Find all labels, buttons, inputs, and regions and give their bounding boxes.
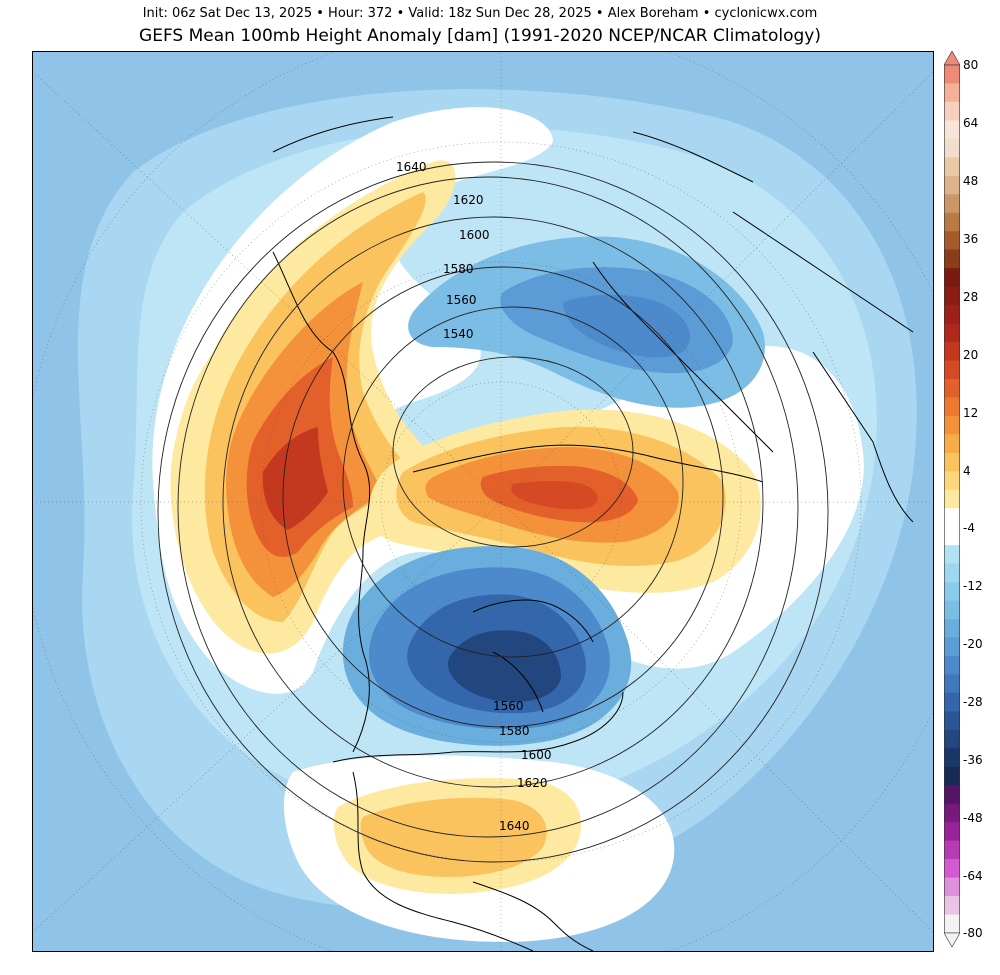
negative-anomaly-scandinavia-russia [408,236,765,408]
longitude-lines [33,52,933,951]
contour-label: 1600 [459,228,490,242]
colorbar-bin [944,822,960,842]
colorbar-label: 48 [963,174,979,188]
contour-label: 1560 [493,699,524,713]
contour-labels-lower: 1560 1580 1600 1620 1640 [493,699,552,833]
colorbar-bin [944,83,960,103]
colorbar-label: -20 [963,637,983,651]
colorbar-bin [944,526,960,546]
colorbar-bin [944,231,960,251]
colorbar-label: 20 [963,348,979,362]
contour-label: 1600 [521,748,552,762]
colorbar-bin [944,877,960,897]
colorbar-bin [944,692,960,712]
contour-label: 1620 [453,193,484,207]
positive-anomaly-southern-us [333,778,581,894]
colorbar-extend-bottom [944,932,960,947]
contour-label: 1540 [443,327,474,341]
colorbar-bin [944,268,960,288]
height-contours [157,161,829,863]
colorbar-bin [944,711,960,731]
colorbar-label: -28 [963,695,983,709]
colorbar-bin [944,674,960,694]
colorbar-bin [944,545,960,565]
colorbar-bin [944,342,960,361]
colorbar-bin [944,729,960,749]
colorbar-label: 12 [963,406,979,420]
colorbar-label: -48 [963,811,983,825]
colorbar-bin [944,175,960,195]
colorbar-label: -80 [963,926,983,940]
colorbar-bin [944,360,960,380]
coastlines [272,116,914,951]
colorbar-bin [944,785,960,805]
colorbar-bin [944,840,960,860]
colorbar-bin [944,65,960,84]
colorbar-bin [944,619,960,639]
colorbar-bin [944,914,960,934]
colorbar-label: -64 [963,869,983,883]
colorbar-bin [944,323,960,343]
colorbar-extend-top [944,51,960,66]
colorbar-bin [944,563,960,583]
colorbar-bin [944,157,960,177]
colorbar-bin [944,600,960,620]
contour-label: 1620 [517,776,548,790]
colorbar-bin [944,471,960,491]
colorbar-bin [944,415,960,435]
colorbar-bin [944,305,960,325]
colorbar-bin [944,138,960,158]
colorbar-bin [944,766,960,786]
colorbar-label: 4 [963,464,971,478]
colorbar-bin [944,582,960,602]
colorbar-bin [944,748,960,768]
colorbar-label: 28 [963,290,979,304]
colorbar-bin [944,378,960,398]
colorbar-label: 36 [963,232,979,246]
colorbar-bin [944,286,960,306]
colorbar-bin [944,101,960,121]
contour-label: 1580 [443,262,474,276]
colorbar-label: -12 [963,579,983,593]
colorbar-bin [944,397,960,417]
colorbar-bin [944,434,960,454]
colorbar-bin [944,452,960,472]
colorbar-label: -36 [963,753,983,767]
colorbar-bin [944,249,960,269]
colorbar [944,51,960,947]
contour-label: 1640 [499,819,530,833]
contour-label: 1640 [396,160,427,174]
colorbar-label: 80 [963,58,979,72]
contour-labels-upper: 1640 1620 1600 1580 1560 1540 [396,160,490,341]
contour-label: 1580 [499,724,530,738]
positive-anomaly-siberia-arctic [369,409,761,593]
height-anomaly-map: 1640 1620 1600 1580 1560 1540 1560 1580 … [32,51,934,952]
colorbar-bin [944,637,960,657]
colorbar-bin [944,859,960,879]
colorbar-bin [944,489,960,509]
colorbar-bin [944,120,960,140]
colorbar-bin [944,194,960,214]
contour-label: 1560 [446,293,477,307]
map-subtitle: Init: 06z Sat Dec 13, 2025 • Hour: 372 •… [142,6,818,21]
map-title: GEFS Mean 100mb Height Anomaly [dam] (19… [139,26,821,46]
colorbar-bin [944,655,960,675]
colorbar-label: -4 [963,521,975,535]
colorbar-bin [944,508,960,528]
colorbar-label: 64 [963,116,979,130]
colorbar-bin [944,212,960,232]
colorbar-bin [944,896,960,916]
colorbar-bin [944,803,960,823]
